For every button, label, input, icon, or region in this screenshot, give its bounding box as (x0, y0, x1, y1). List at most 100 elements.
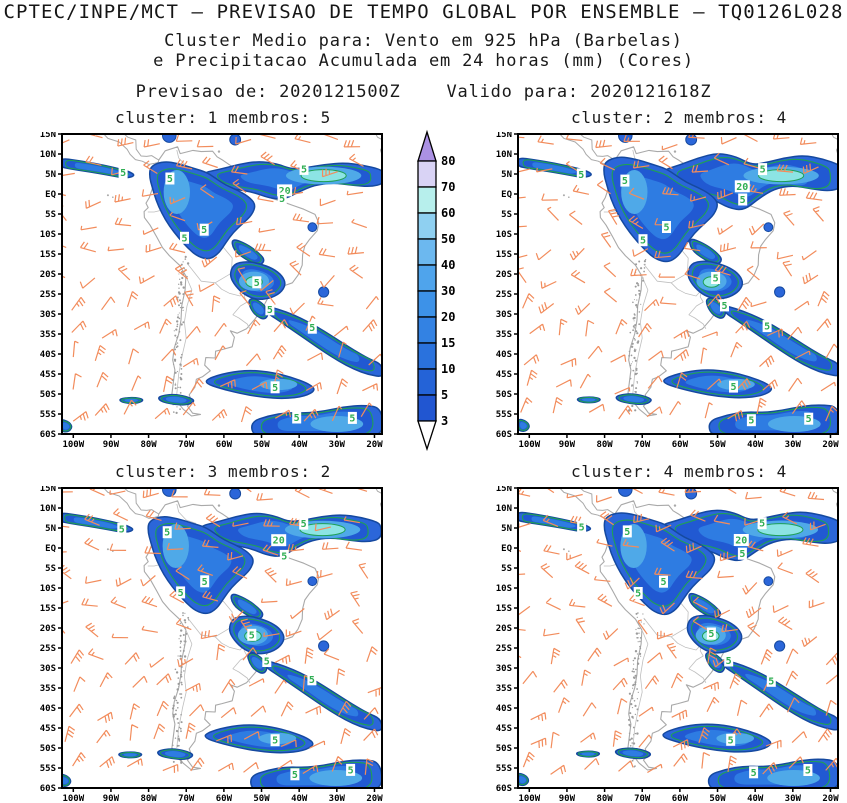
map-frame (517, 487, 839, 789)
lat-tick-label: 10N (496, 504, 512, 514)
lon-tick-label: 70W (634, 440, 651, 450)
lon-tick-label: 40W (291, 794, 308, 803)
lon-tick-label: 20W (822, 440, 839, 450)
page-title: CPTEC/INPE/MCT – PREVISAO DE TEMPO GLOBA… (3, 1, 844, 23)
precipitation-colorbar: 80 70 60 50 40 30 20 15 10 5 3 (417, 129, 455, 451)
colorbar-cell (417, 212, 437, 240)
membros-value: 2 (320, 462, 332, 481)
lat-tick-label: 15S (496, 250, 512, 260)
contour-label: 5 (713, 274, 719, 285)
contour-label: 5 (663, 223, 669, 234)
contour-label-box (176, 586, 186, 599)
contour-label: 5 (748, 416, 754, 427)
wind-barbs-layer (518, 134, 838, 422)
contour-labels: 5 5 20 5 5 5 5 5 5 5 5 5 5 (576, 163, 814, 427)
colorbar-arrow-top (417, 129, 437, 162)
lat-tick-label: 25S (496, 290, 512, 300)
contour-label: 5 (309, 323, 315, 334)
lon-tick-label: 50W (253, 440, 270, 450)
lon-tick-label: 20W (366, 440, 383, 450)
colorbar-cell (417, 368, 437, 396)
lat-tick-label: 10S (40, 230, 56, 240)
contour-label: 5 (578, 170, 584, 181)
contour-label: 5 (768, 676, 774, 687)
contour-label-box (659, 575, 668, 588)
contour-label: 5 (635, 589, 641, 600)
contour-label: 5 (178, 588, 184, 599)
contour-label: 5 (739, 549, 745, 560)
contour-label: 5 (740, 195, 746, 206)
cluster-label: cluster: (114, 108, 198, 127)
contour-label: 5 (728, 735, 734, 746)
contour-label: 5 (249, 630, 255, 641)
lat-tick-label: 10N (496, 150, 512, 160)
contour-labels: 5 5 20 5 5 5 5 5 5 5 5 5 5 (577, 517, 813, 779)
lat-tick-label: 55S (496, 410, 512, 420)
lon-tick-label: 80W (140, 440, 157, 450)
contour-label: 5 (708, 629, 714, 640)
lat-tick-label: 55S (40, 410, 56, 420)
lon-tick-label: 60W (672, 440, 689, 450)
lon-tick-label: 60W (216, 440, 233, 450)
contour-label: 5 (348, 765, 354, 776)
contour-label: 5 (622, 176, 628, 187)
lon-tick-label: 70W (178, 794, 195, 803)
contour-label-box (766, 674, 776, 687)
contour-label-box (165, 172, 175, 185)
contour-label-box (726, 733, 736, 746)
lat-tick-label: 40S (496, 704, 512, 714)
lat-tick-label: 30S (40, 664, 56, 674)
cluster-value: 1 (207, 108, 218, 127)
membros-label: membros: (684, 108, 767, 127)
lat-tick-label: 45S (496, 724, 512, 734)
colorbar-tick-label: 5 (441, 388, 448, 402)
contour-label-box (803, 764, 813, 776)
colorbar-cell (417, 316, 437, 344)
contour-label: 5 (202, 577, 208, 588)
lat-tick-label: EQ (501, 544, 512, 554)
contour-label: 5 (301, 164, 307, 175)
lat-tick-label: 15N (40, 486, 56, 494)
contour-label-box (662, 221, 671, 233)
lat-tick-label: 20S (40, 270, 56, 280)
contour-label-box (346, 763, 356, 776)
colorbar-cell (417, 186, 437, 214)
lat-tick-label: 45S (40, 370, 56, 380)
cluster-value: 3 (207, 462, 218, 481)
contour-label: 5 (730, 382, 736, 393)
lat-tick-label: 10S (496, 230, 512, 240)
lat-tick-label: 15S (40, 250, 56, 260)
lon-tick-label: 30W (785, 440, 802, 450)
lat-tick-label: 45S (40, 724, 56, 734)
lat-tick-label: 55S (40, 764, 56, 774)
colorbar-tick-label: 50 (441, 232, 455, 246)
contour-label: 5 (301, 519, 307, 530)
colorbar-tick-label: 30 (441, 284, 455, 298)
contour-label: 5 (764, 322, 770, 333)
contour-label-box (271, 534, 287, 547)
contour-label: 5 (281, 551, 287, 562)
contour-label-box (299, 517, 309, 530)
lat-tick-label: 15N (496, 132, 512, 140)
colorbar-cell (417, 160, 437, 188)
contour-label-box (711, 272, 721, 284)
contour-label: 5 (660, 577, 666, 588)
colorbar-tick-label: 40 (441, 258, 455, 272)
contour-label-box (307, 673, 317, 686)
precip-contour-20 (757, 523, 804, 537)
lon-tick-label: 50W (709, 794, 726, 803)
contour-label-box (270, 734, 280, 747)
contour-label: 5 (264, 657, 270, 668)
lat-tick-label: 45S (496, 370, 512, 380)
contour-label: 5 (272, 383, 278, 394)
axis-labels: 15N10N5NEQ5S10S15S20S25S30S35S40S45S50S5… (40, 486, 383, 803)
lat-tick-label: 40S (40, 704, 56, 714)
contour-label-box (347, 411, 357, 424)
lat-tick-label: 15N (496, 486, 512, 494)
contour-label-box (762, 320, 772, 333)
valid-time: Valido para: 2020121618Z (447, 82, 712, 102)
lat-tick-label: 5S (501, 564, 512, 574)
precipitation-layer (518, 134, 838, 434)
lat-tick-label: 35S (496, 330, 512, 340)
